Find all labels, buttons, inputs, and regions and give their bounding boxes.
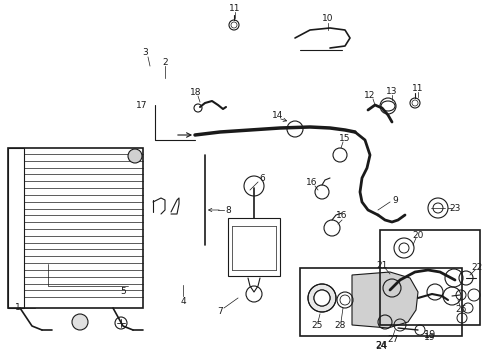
Text: 17: 17 — [136, 100, 147, 109]
Text: 27: 27 — [386, 336, 398, 345]
Bar — [379, 230, 479, 325]
Text: 8: 8 — [224, 206, 230, 215]
Text: 19: 19 — [424, 333, 435, 342]
Text: 5: 5 — [120, 288, 125, 297]
Circle shape — [72, 314, 88, 330]
Text: 24: 24 — [374, 341, 386, 351]
Text: 20: 20 — [411, 230, 423, 239]
Text: 24: 24 — [375, 341, 386, 350]
Text: 18: 18 — [190, 87, 202, 96]
Bar — [227, 218, 280, 276]
Text: 9: 9 — [391, 195, 397, 204]
Text: 26: 26 — [454, 306, 466, 315]
Text: 28: 28 — [334, 321, 345, 330]
Bar — [8, 148, 142, 308]
Text: 6: 6 — [259, 174, 264, 183]
Text: 11: 11 — [411, 84, 423, 93]
Text: 22: 22 — [470, 262, 482, 271]
Text: 16: 16 — [336, 211, 347, 220]
Text: 25: 25 — [311, 321, 322, 330]
Ellipse shape — [307, 284, 335, 312]
Text: 16: 16 — [305, 177, 317, 186]
Circle shape — [128, 149, 142, 163]
Text: 2: 2 — [162, 58, 167, 67]
Text: 13: 13 — [386, 86, 397, 95]
Text: 14: 14 — [272, 111, 283, 120]
Text: 12: 12 — [364, 90, 375, 99]
Text: 21: 21 — [376, 261, 387, 270]
Text: 10: 10 — [322, 14, 333, 23]
Text: 4: 4 — [180, 297, 185, 306]
Ellipse shape — [313, 290, 329, 306]
Text: 3: 3 — [142, 48, 147, 57]
Text: 15: 15 — [339, 134, 350, 143]
Polygon shape — [351, 272, 417, 328]
Text: 1: 1 — [15, 303, 21, 312]
Bar — [299, 268, 461, 336]
Text: 19: 19 — [423, 330, 435, 340]
Text: 7: 7 — [217, 307, 223, 316]
Text: 11: 11 — [229, 4, 240, 13]
Text: 23: 23 — [448, 203, 460, 212]
Bar — [8, 148, 24, 308]
